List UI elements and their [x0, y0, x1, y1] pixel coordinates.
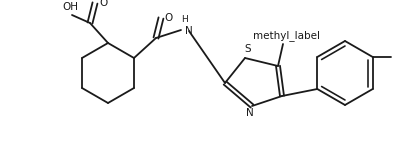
- Text: S: S: [245, 44, 251, 54]
- Text: N: N: [246, 108, 254, 118]
- Text: OH: OH: [62, 2, 78, 12]
- Text: N: N: [185, 26, 193, 36]
- Text: H: H: [182, 15, 188, 24]
- Text: O: O: [99, 0, 107, 8]
- Text: methyl_label: methyl_label: [252, 30, 320, 41]
- Text: O: O: [165, 13, 173, 23]
